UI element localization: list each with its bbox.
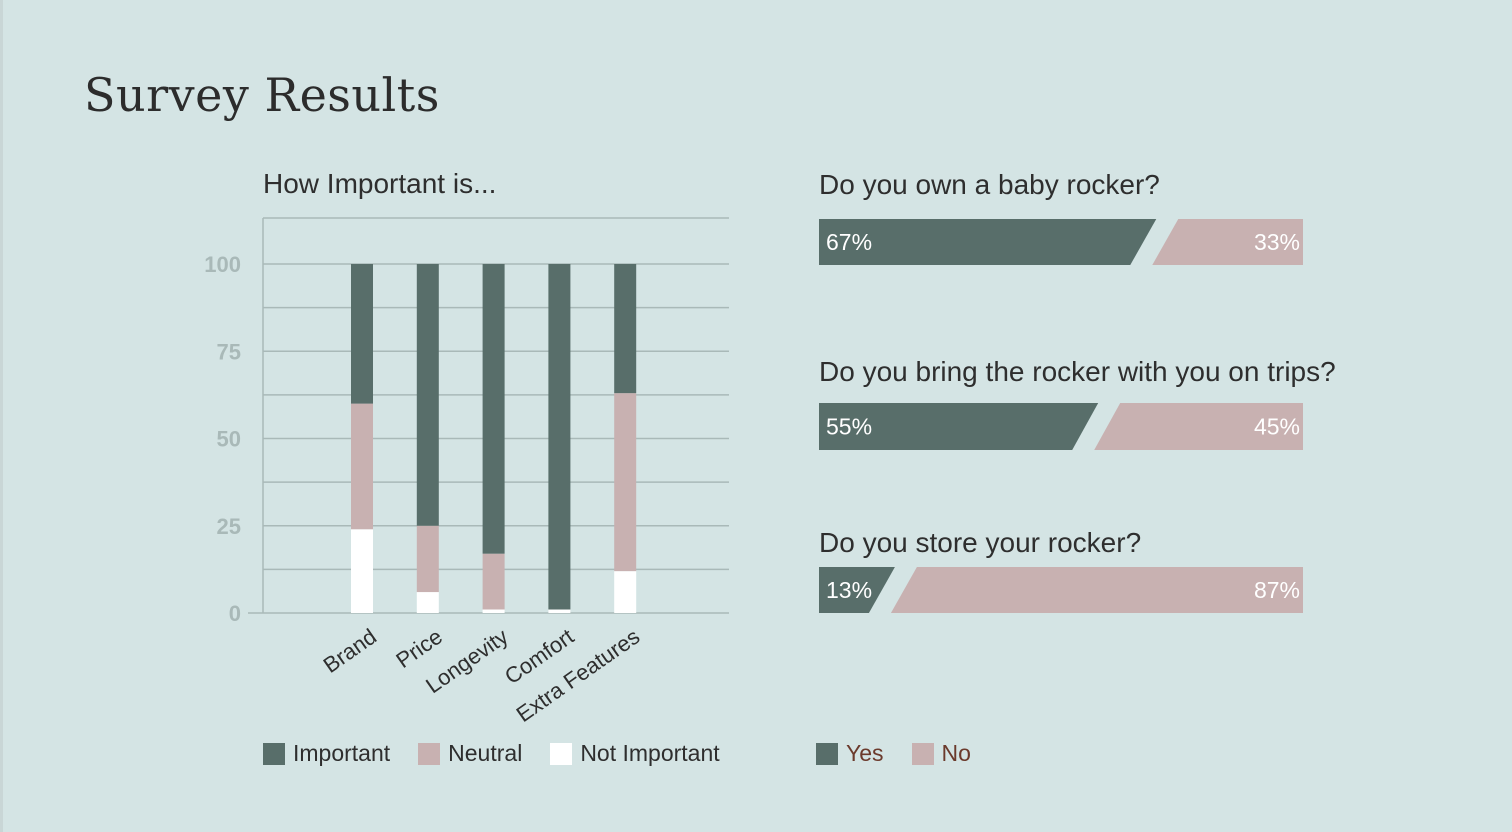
legend-swatch-not-important	[550, 742, 573, 765]
yes-bar	[819, 403, 1099, 450]
bar-segment-important	[548, 264, 571, 610]
legend-item-not-important: Not Important	[550, 740, 720, 767]
legend-label-not-important: Not Important	[580, 740, 720, 766]
importance-legend: Important Neutral Not Important	[263, 740, 748, 767]
y-tick-label: 0	[229, 601, 241, 626]
bar-segment-not-important	[614, 571, 637, 613]
bar-segment-neutral	[482, 553, 505, 610]
y-tick-label: 100	[204, 252, 241, 277]
legend-item-important: Important	[263, 740, 390, 767]
no-value-label: 33%	[1254, 229, 1300, 255]
legend-label-no: No	[941, 740, 971, 766]
no-bar	[1094, 403, 1303, 450]
legend-item-yes: Yes	[816, 740, 884, 767]
y-tick-label: 25	[217, 514, 241, 539]
bar-segment-neutral	[351, 403, 373, 530]
legend-swatch-neutral	[418, 742, 441, 765]
no-value-label: 45%	[1254, 414, 1300, 440]
stack-chart-title: How Important is...	[263, 168, 497, 199]
bar-segment-important	[482, 264, 505, 554]
bar-segment-not-important	[351, 529, 373, 613]
y-tick-label: 50	[217, 427, 241, 452]
page-edge	[0, 0, 3, 832]
legend-label-yes: Yes	[846, 740, 884, 766]
legend-swatch-no	[911, 742, 934, 765]
yes-value-label: 67%	[826, 229, 872, 255]
yes-value-label: 13%	[826, 577, 872, 603]
y-tick-label: 75	[217, 339, 241, 364]
yes-no-legend: Yes No	[816, 740, 999, 767]
bar-segment-not-important	[482, 609, 505, 613]
legend-swatch-important	[263, 742, 285, 765]
question-1-title: Do you own a baby rocker?	[819, 169, 1160, 200]
no-bar	[890, 567, 1303, 613]
bar-segment-important	[351, 264, 373, 404]
page-title: Survey Results	[84, 68, 440, 122]
legend-label-neutral: Neutral	[448, 740, 523, 766]
legend-item-neutral: Neutral	[418, 740, 522, 767]
no-bar	[1152, 219, 1303, 265]
no-value-label: 87%	[1254, 577, 1300, 603]
legend-item-no: No	[911, 740, 971, 767]
bar-segment-not-important	[548, 609, 571, 613]
legend-swatch-yes	[816, 742, 838, 765]
bar-segment-neutral	[614, 393, 637, 572]
yes-value-label: 55%	[826, 414, 872, 440]
bar-segment-important	[614, 264, 637, 394]
yes-no-bar-chart: 67% 33% 55% 45% 13% 87%	[819, 219, 1303, 613]
question-3-title: Do you store your rocker?	[819, 527, 1142, 558]
bar-segment-neutral	[416, 525, 439, 593]
legend-label-important: Important	[293, 740, 391, 766]
yes-bar	[819, 219, 1157, 265]
yes-bar	[819, 567, 895, 613]
bar-segment-important	[416, 264, 439, 526]
question-2-title: Do you bring the rocker with you on trip…	[819, 356, 1336, 387]
bar-segment-not-important	[416, 592, 439, 613]
